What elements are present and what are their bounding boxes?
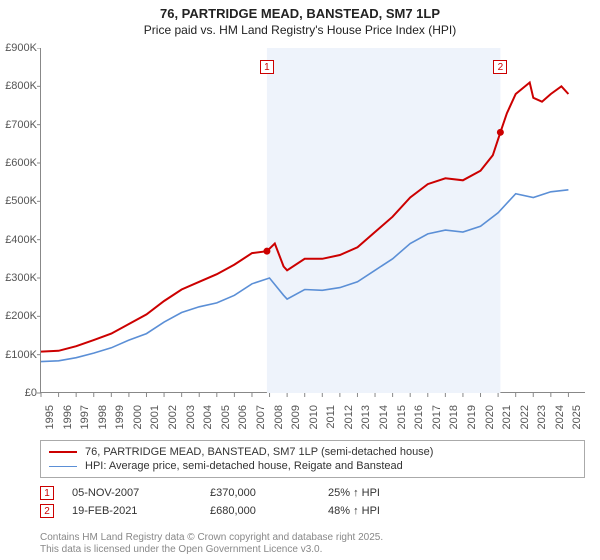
y-tick-label: £0 xyxy=(25,387,37,399)
legend-swatch xyxy=(49,451,77,453)
x-tick-label: 2012 xyxy=(343,405,355,429)
x-tick-label: 2008 xyxy=(273,405,285,429)
x-tick-label: 2013 xyxy=(360,405,372,429)
x-tick-label: 2001 xyxy=(149,405,161,429)
chart-area: 12 £0£100K£200K£300K£400K£500K£600K£700K… xyxy=(40,48,585,413)
y-tick-label: £400K xyxy=(5,234,37,246)
x-tick-label: 2006 xyxy=(237,405,249,429)
footer-line-2: This data is licensed under the Open Gov… xyxy=(40,544,383,556)
transaction-marker: 1 xyxy=(40,486,54,500)
transaction-date: 19-FEB-2021 xyxy=(72,505,192,517)
x-tick-label: 2016 xyxy=(413,405,425,429)
x-tick-label: 2002 xyxy=(167,405,179,429)
x-tick-label: 2023 xyxy=(536,405,548,429)
x-tick-label: 2018 xyxy=(448,405,460,429)
x-tick-label: 2000 xyxy=(132,405,144,429)
x-tick-label: 1999 xyxy=(114,405,126,429)
x-tick-label: 2017 xyxy=(431,405,443,429)
x-tick-label: 2007 xyxy=(255,405,267,429)
footer-line-1: Contains HM Land Registry data © Crown c… xyxy=(40,532,383,544)
x-tick-label: 2015 xyxy=(396,405,408,429)
y-tick-label: £900K xyxy=(5,42,37,54)
y-tick-label: £700K xyxy=(5,119,37,131)
legend-label: HPI: Average price, semi-detached house,… xyxy=(85,460,403,472)
legend-label: 76, PARTRIDGE MEAD, BANSTEAD, SM7 1LP (s… xyxy=(85,446,433,458)
chart-svg xyxy=(36,48,586,398)
legend-box: 76, PARTRIDGE MEAD, BANSTEAD, SM7 1LP (s… xyxy=(40,440,585,478)
x-tick-label: 2014 xyxy=(378,405,390,429)
x-tick-label: 2025 xyxy=(571,405,583,429)
transaction-date: 05-NOV-2007 xyxy=(72,487,192,499)
x-tick-label: 2020 xyxy=(484,405,496,429)
x-tick-label: 1995 xyxy=(44,405,56,429)
transaction-row: 1 05-NOV-2007 £370,000 25% ↑ HPI xyxy=(40,484,585,502)
footer-attribution: Contains HM Land Registry data © Crown c… xyxy=(40,532,383,556)
legend-item: HPI: Average price, semi-detached house,… xyxy=(49,459,576,473)
x-tick-label: 1997 xyxy=(79,405,91,429)
y-tick-label: £100K xyxy=(5,349,37,361)
y-tick-label: £200K xyxy=(5,310,37,322)
x-tick-label: 2004 xyxy=(202,405,214,429)
chart-marker-2: 2 xyxy=(493,60,507,74)
x-tick-label: 2003 xyxy=(185,405,197,429)
transaction-delta: 25% ↑ HPI xyxy=(328,487,428,499)
transaction-price: £370,000 xyxy=(210,487,310,499)
x-tick-label: 2022 xyxy=(519,405,531,429)
x-tick-label: 1996 xyxy=(62,405,74,429)
plot-region: 12 xyxy=(40,48,585,393)
x-tick-label: 2021 xyxy=(501,405,513,429)
y-tick-label: £800K xyxy=(5,80,37,92)
transaction-marker: 2 xyxy=(40,504,54,518)
x-tick-label: 1998 xyxy=(97,405,109,429)
transactions-table: 1 05-NOV-2007 £370,000 25% ↑ HPI 2 19-FEB-202… xyxy=(40,484,585,520)
x-tick-label: 2010 xyxy=(308,405,320,429)
x-tick-label: 2011 xyxy=(325,405,337,429)
legend-block: 76, PARTRIDGE MEAD, BANSTEAD, SM7 1LP (s… xyxy=(40,440,585,520)
y-tick-label: £500K xyxy=(5,195,37,207)
x-tick-label: 2005 xyxy=(220,405,232,429)
legend-item: 76, PARTRIDGE MEAD, BANSTEAD, SM7 1LP (s… xyxy=(49,445,576,459)
x-tick-label: 2019 xyxy=(466,405,478,429)
title-line-2: Price paid vs. HM Land Registry's House … xyxy=(0,23,600,37)
transaction-delta: 48% ↑ HPI xyxy=(328,505,428,517)
y-tick-label: £300K xyxy=(5,272,37,284)
transaction-row: 2 19-FEB-2021 £680,000 48% ↑ HPI xyxy=(40,502,585,520)
x-tick-label: 2024 xyxy=(554,405,566,429)
y-tick-label: £600K xyxy=(5,157,37,169)
transaction-price: £680,000 xyxy=(210,505,310,517)
legend-swatch xyxy=(49,466,77,467)
title-line-1: 76, PARTRIDGE MEAD, BANSTEAD, SM7 1LP xyxy=(0,6,600,21)
chart-title-block: 76, PARTRIDGE MEAD, BANSTEAD, SM7 1LP Pr… xyxy=(0,0,600,39)
chart-marker-1: 1 xyxy=(260,60,274,74)
x-tick-label: 2009 xyxy=(290,405,302,429)
